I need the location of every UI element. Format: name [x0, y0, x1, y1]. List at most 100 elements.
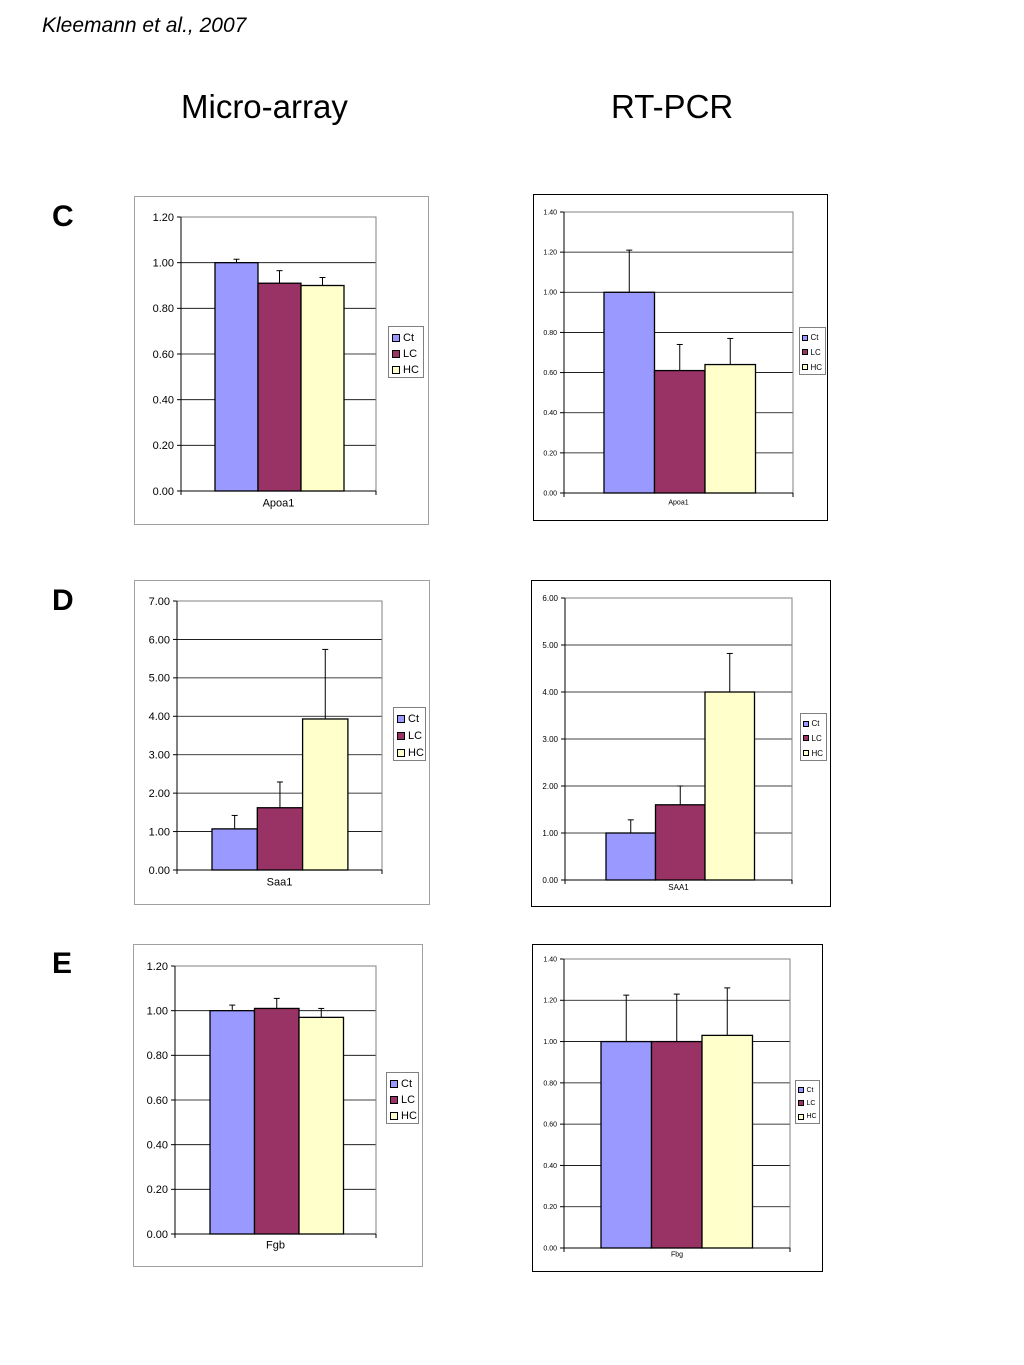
legend-swatch-ct — [392, 334, 400, 342]
x-category-label: Fbg — [671, 1252, 683, 1259]
legend-item-lc: LC — [797, 1097, 819, 1110]
legend-item-lc: LC — [801, 345, 825, 360]
y-tick-label: 0.20 — [543, 450, 557, 457]
legend-label-ct: Ct — [401, 1078, 412, 1090]
y-tick-label: 0.60 — [543, 1122, 557, 1129]
y-tick-label: 0.00 — [543, 490, 557, 497]
chart-c-rt-pcr: 0.00 0.20 0.40 0.60 0.80 1.00 1.20 1.40 Apoa1 Ct L… — [533, 194, 828, 521]
legend-label-lc: LC — [811, 733, 822, 743]
legend: Ct LC HC — [393, 707, 426, 761]
legend-swatch-lc — [797, 1100, 804, 1107]
legend-swatch-hc — [390, 1112, 398, 1120]
bar-hc — [701, 1034, 754, 1249]
column-title-rt-pcr: RT-PCR — [611, 88, 734, 125]
bar-ct — [214, 262, 259, 492]
x-category-label: Apoa1 — [263, 498, 295, 510]
legend-swatch-hc — [797, 1113, 804, 1120]
y-tick-label: 1.20 — [147, 961, 168, 973]
legend: Ct LC HC — [798, 326, 826, 375]
panel-label-e: E — [52, 947, 73, 980]
chart-e-rt-pcr: 0.00 0.20 0.40 0.60 0.80 1.00 1.20 1.40 Fbg Ct LC H… — [532, 944, 823, 1272]
legend-label-lc: LC — [408, 729, 423, 742]
bar-lc — [654, 804, 706, 881]
legend-label-hc: HC — [408, 746, 424, 759]
legend-label-lc: LC — [401, 1094, 416, 1106]
y-tick-label: 0.00 — [542, 876, 558, 885]
y-tick-label: 0.20 — [543, 1204, 557, 1211]
y-tick-label: 0.40 — [153, 395, 174, 407]
legend-label-hc: HC — [403, 364, 419, 376]
legend-item-ct: Ct — [797, 1084, 819, 1097]
bar-ct — [603, 291, 656, 494]
legend-label-ct: Ct — [408, 713, 419, 726]
y-tick-label: 0.60 — [147, 1095, 168, 1107]
bar-ct — [209, 1010, 256, 1235]
y-tick-label: 0.80 — [147, 1050, 168, 1062]
legend-item-hc: HC — [392, 362, 423, 378]
legend-swatch-ct — [797, 1087, 804, 1094]
y-tick-label: 0.00 — [147, 1229, 168, 1241]
panel-label-c: C — [52, 200, 74, 233]
legend-label-hc: HC — [401, 1110, 417, 1122]
bar-hc — [704, 691, 756, 881]
legend-label-hc: HC — [811, 748, 824, 758]
y-tick-label: 0.80 — [543, 330, 557, 337]
bar-lc — [253, 1007, 300, 1235]
bar-hc — [300, 284, 345, 492]
y-tick-label: 0.40 — [543, 410, 557, 417]
bar-lc — [650, 1040, 703, 1249]
chart-svg: 0.00 0.20 0.40 0.60 0.80 1.00 1.20 1.40 Apoa1 — [543, 209, 794, 507]
y-tick-label: 6.00 — [542, 594, 558, 603]
legend: Ct LC HC — [386, 1072, 419, 1124]
panel-label-d: D — [52, 584, 74, 617]
legend-swatch-lc — [802, 735, 809, 742]
y-tick-label: 1.00 — [147, 1006, 168, 1018]
y-tick-label: 0.60 — [543, 370, 557, 377]
legend-item-lc: LC — [392, 346, 423, 362]
legend-swatch-lc — [390, 1096, 398, 1104]
citation: Kleemann et al., 2007 — [42, 14, 247, 37]
y-tick-label: 5.00 — [149, 673, 170, 685]
bar-hc — [298, 1016, 345, 1235]
y-tick-label: 1.00 — [543, 290, 557, 297]
y-tick-label: 0.00 — [153, 486, 174, 498]
y-tick-label: 2.00 — [149, 788, 170, 800]
legend-swatch-hc — [801, 364, 808, 371]
chart-c-micro-array: 0.00 0.20 0.40 0.60 0.80 1.00 1.20 Apoa1 Ct LC HC — [134, 196, 429, 525]
legend-swatch-hc — [397, 748, 405, 757]
legend-item-lc: LC — [397, 728, 425, 745]
y-tick-label: 1.40 — [543, 956, 557, 963]
y-tick-label: 0.60 — [153, 349, 174, 361]
legend-label-lc: LC — [403, 348, 418, 360]
chart-svg: 0.00 0.20 0.40 0.60 0.80 1.00 1.20 Apoa1 — [153, 212, 377, 510]
y-tick-label: 0.80 — [543, 1080, 557, 1087]
legend-item-ct: Ct — [801, 331, 825, 346]
y-tick-label: 0.00 — [543, 1245, 557, 1252]
legend-item-ct: Ct — [802, 717, 826, 732]
y-tick-label: 0.20 — [147, 1184, 168, 1196]
legend-label-lc: LC — [810, 347, 821, 357]
legend-label-ct: Ct — [806, 1086, 814, 1094]
y-tick-label: 4.00 — [149, 711, 170, 723]
legend-swatch-hc — [392, 366, 400, 374]
legend-swatch-ct — [397, 715, 405, 724]
y-tick-label: 0.20 — [153, 440, 174, 452]
bar-lc — [257, 282, 302, 492]
y-tick-label: 1.20 — [153, 212, 174, 224]
y-tick-label: 2.00 — [542, 782, 558, 791]
chart-svg: 0.00 0.20 0.40 0.60 0.80 1.00 1.20 Fgb — [147, 961, 377, 1252]
legend-item-hc: HC — [801, 360, 825, 375]
y-tick-label: 0.40 — [147, 1140, 168, 1152]
legend-swatch-lc — [397, 731, 405, 740]
bar-hc — [704, 363, 757, 494]
y-tick-label: 3.00 — [542, 735, 558, 744]
bar-hc — [301, 718, 349, 871]
legend-swatch-ct — [390, 1080, 398, 1088]
x-category-label: SAA1 — [668, 883, 689, 892]
chart-svg: 0.00 1.00 2.00 3.00 4.00 5.00 6.00 7.00 Saa1 — [149, 596, 383, 889]
chart-svg: 0.00 0.20 0.40 0.60 0.80 1.00 1.20 1.40 Fbg — [543, 956, 791, 1259]
y-tick-label: 1.00 — [543, 1039, 557, 1046]
legend-swatch-hc — [802, 750, 809, 757]
legend-label-lc: LC — [806, 1099, 816, 1107]
chart-d-micro-array: 0.00 1.00 2.00 3.00 4.00 5.00 6.00 7.00 Saa1 Ct LC… — [134, 580, 430, 905]
